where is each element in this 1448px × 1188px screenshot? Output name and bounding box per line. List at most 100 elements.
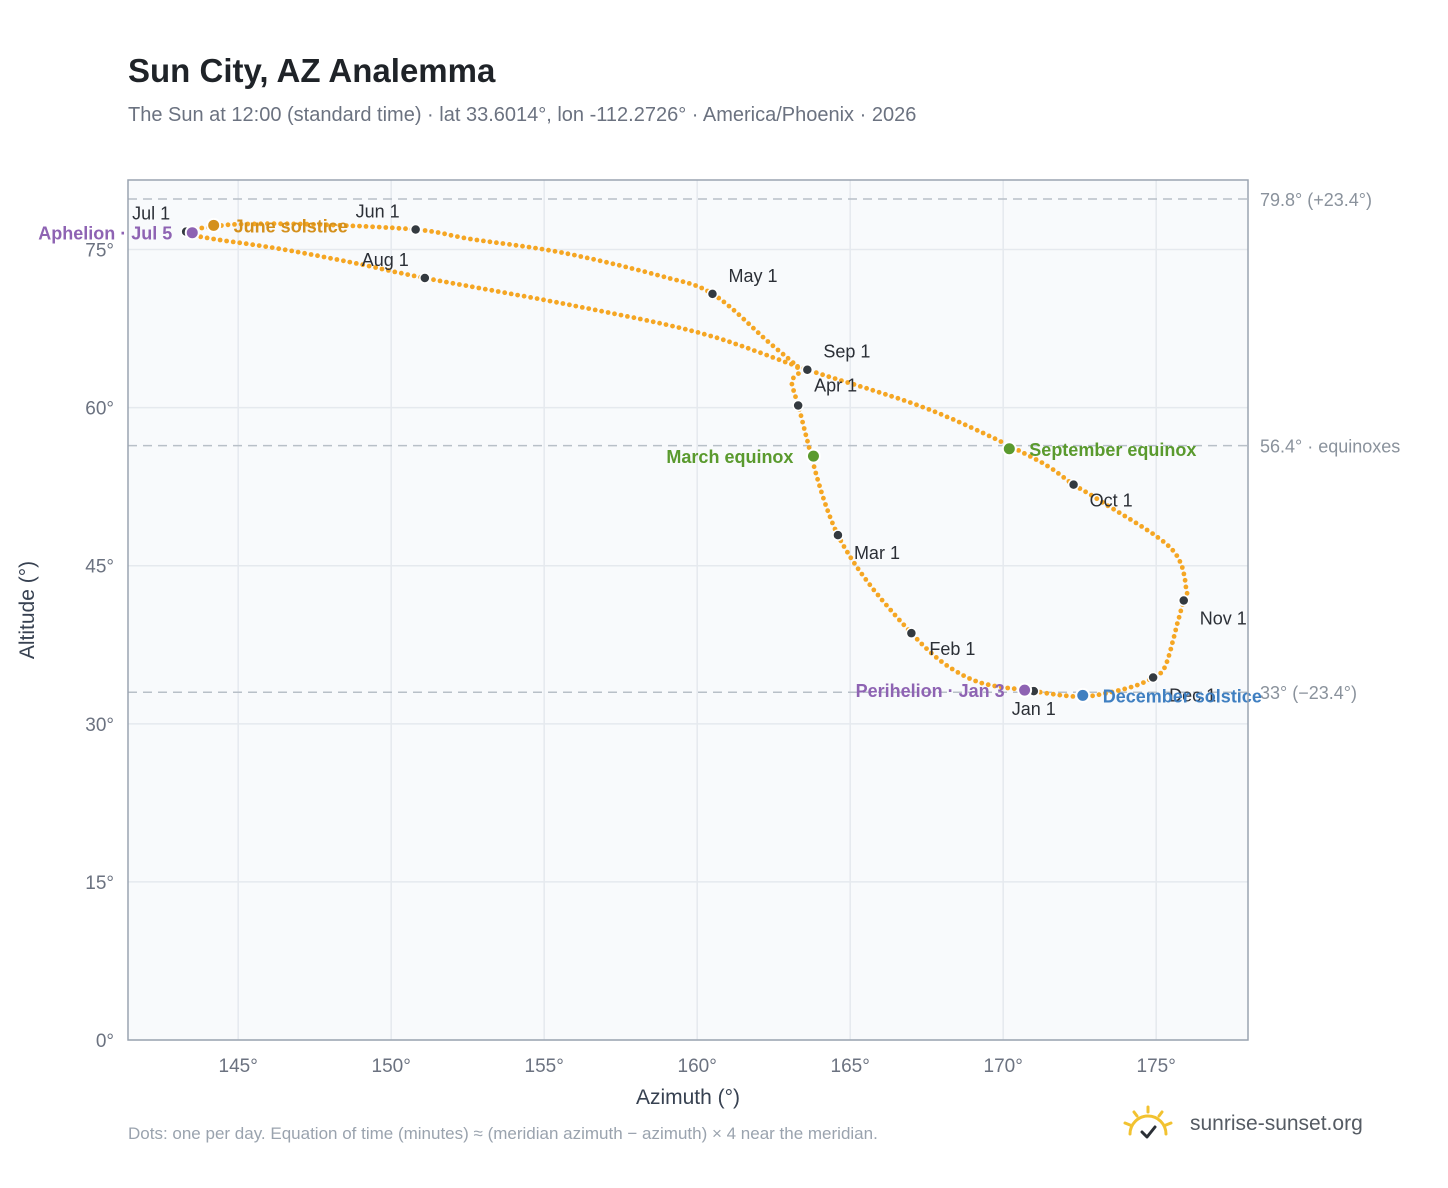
daily-dot xyxy=(232,222,237,227)
daily-dot xyxy=(565,251,571,257)
daily-dot xyxy=(770,355,776,360)
daily-dot xyxy=(1044,690,1050,696)
daily-dot xyxy=(949,666,955,672)
daily-dot xyxy=(845,380,851,385)
daily-dot xyxy=(1162,665,1167,671)
daily-dot xyxy=(324,222,329,228)
y-tick-label: 45° xyxy=(85,557,114,578)
reference-line-label: 33° (−23.4°) xyxy=(1260,683,1357,703)
daily-dot xyxy=(1105,503,1111,509)
daily-dot xyxy=(736,312,742,318)
daily-dot xyxy=(256,243,262,249)
daily-dot xyxy=(956,419,962,425)
daily-dot xyxy=(500,241,506,246)
daily-dot xyxy=(1171,634,1177,639)
daily-dot xyxy=(317,222,323,228)
daily-dot xyxy=(795,364,800,369)
daily-dot xyxy=(1177,559,1183,564)
daily-dot xyxy=(992,436,998,442)
daily-dot xyxy=(429,229,434,234)
daily-dot xyxy=(560,301,566,306)
daily-dot xyxy=(1103,691,1108,696)
daily-dot xyxy=(979,680,985,686)
daily-dot xyxy=(919,641,925,647)
daily-dot xyxy=(686,281,692,286)
daily-dot xyxy=(689,328,694,334)
daily-dot xyxy=(389,225,395,231)
daily-dot xyxy=(1122,513,1128,519)
daily-dot xyxy=(920,404,926,410)
month-marker xyxy=(706,288,719,300)
daily-dot xyxy=(435,230,441,235)
daily-dot xyxy=(648,271,654,276)
daily-dot xyxy=(693,283,698,288)
daily-dot xyxy=(431,277,436,283)
daily-dot xyxy=(714,335,720,341)
daily-dot xyxy=(720,337,726,343)
daily-dot xyxy=(796,371,801,376)
daily-dot xyxy=(758,350,763,356)
footnote: Dots: one per day. Equation of time (min… xyxy=(128,1124,878,1143)
month-label: Aug 1 xyxy=(362,250,409,270)
daily-dot xyxy=(841,544,847,549)
daily-dot xyxy=(864,385,869,391)
daily-dot xyxy=(379,266,385,272)
daily-dot xyxy=(1094,496,1100,502)
daily-dot xyxy=(950,417,956,422)
daily-dot xyxy=(495,289,501,294)
daily-dot xyxy=(552,248,558,254)
daily-dot xyxy=(572,252,577,258)
daily-dot xyxy=(398,270,404,276)
daily-dot xyxy=(650,319,656,325)
daily-dot xyxy=(631,315,637,321)
daily-dot xyxy=(376,224,382,230)
daily-dot xyxy=(755,330,761,336)
daily-dot xyxy=(998,684,1004,690)
daily-dot xyxy=(760,334,766,340)
daily-dot xyxy=(311,222,316,227)
daily-dot xyxy=(448,232,454,238)
event-label: September equinox xyxy=(1029,440,1196,460)
daily-dot xyxy=(721,299,727,305)
daily-dot xyxy=(801,426,807,431)
y-tick-label: 75° xyxy=(85,241,114,262)
daily-dot xyxy=(851,382,857,387)
daily-dot xyxy=(1179,565,1185,570)
daily-dot xyxy=(1181,571,1187,577)
chart-title: Sun City, AZ Analemma xyxy=(128,52,496,89)
brand-logo[interactable]: sunrise-sunset.org xyxy=(1120,1104,1363,1144)
month-label: Dec 1 xyxy=(1169,685,1216,705)
daily-dot xyxy=(746,321,751,327)
daily-dot xyxy=(871,587,877,593)
daily-dot xyxy=(373,265,378,270)
daily-dot xyxy=(830,520,835,526)
daily-dot xyxy=(468,236,473,242)
daily-dot xyxy=(1182,577,1188,583)
daily-dot xyxy=(1166,653,1172,658)
daily-dot xyxy=(901,398,907,403)
daily-dot xyxy=(855,566,861,572)
month-marker xyxy=(419,272,431,284)
daily-dot xyxy=(629,266,635,271)
daily-dot xyxy=(870,387,876,393)
daily-dot xyxy=(481,238,486,244)
daily-dot xyxy=(998,439,1004,444)
event-marker xyxy=(1017,682,1033,698)
daily-dot xyxy=(533,245,538,251)
daily-dot xyxy=(474,237,480,243)
daily-dot xyxy=(701,331,707,337)
daily-dot xyxy=(463,283,469,288)
daily-dot xyxy=(573,303,579,309)
daily-dot xyxy=(845,549,850,555)
month-label: Apr 1 xyxy=(814,376,857,396)
daily-dot xyxy=(1128,684,1134,690)
daily-dot xyxy=(251,221,257,227)
daily-dot xyxy=(392,269,398,275)
daily-dot xyxy=(907,400,913,405)
daily-dot xyxy=(422,228,428,233)
daily-path xyxy=(185,221,1190,700)
daily-dot xyxy=(1005,685,1011,691)
daily-dot xyxy=(839,378,844,383)
daily-dot xyxy=(554,299,559,305)
month-marker xyxy=(801,363,814,376)
